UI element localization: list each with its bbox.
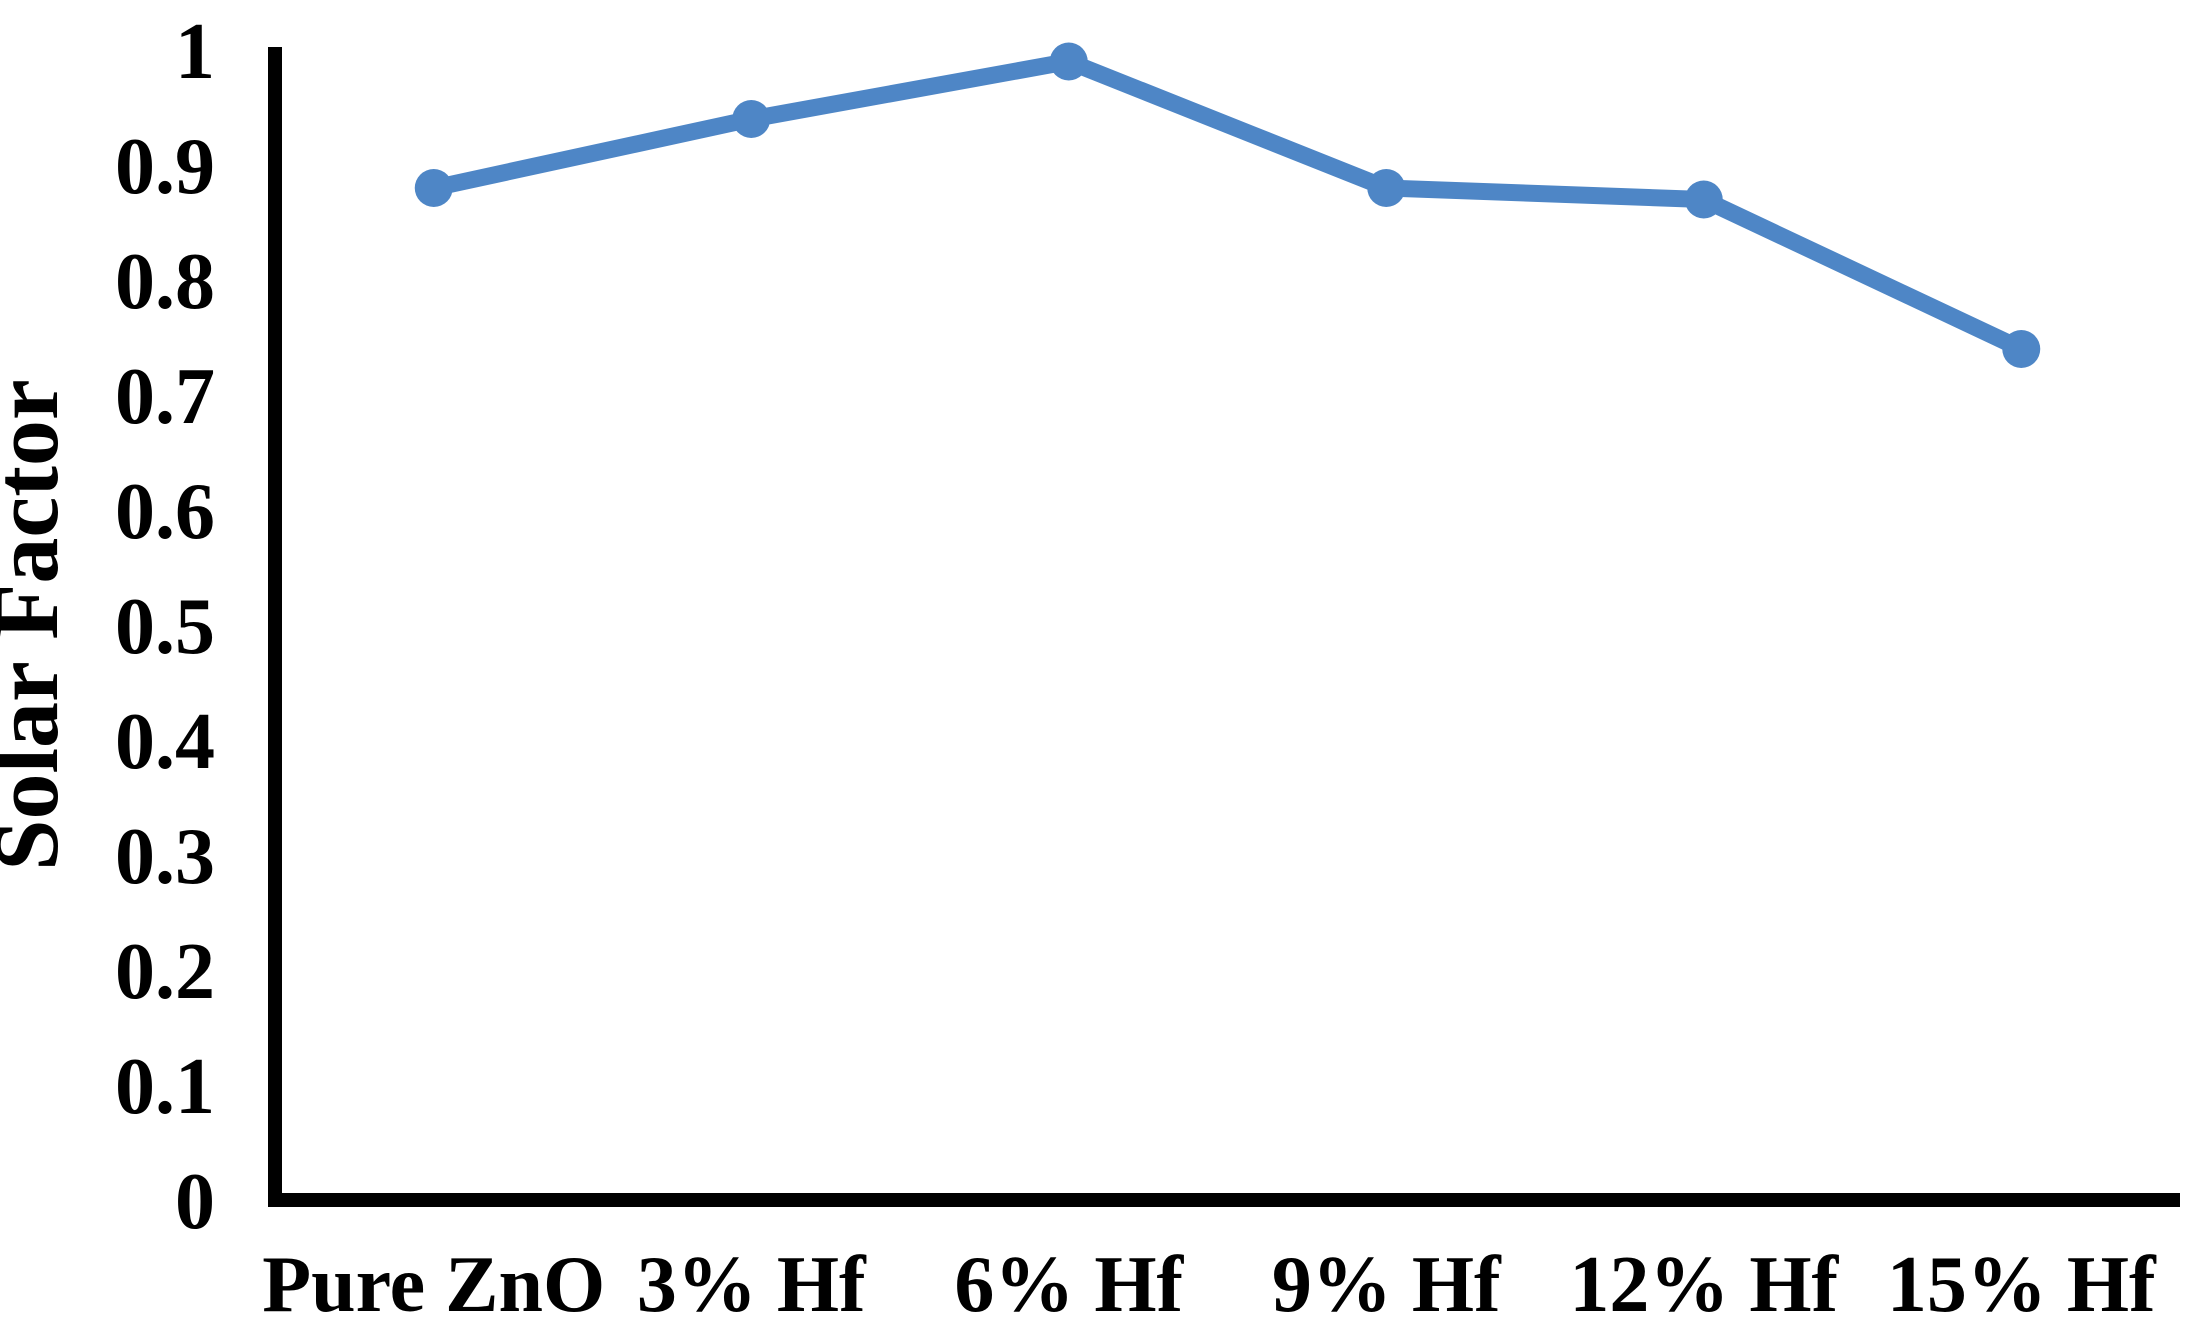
data-point [414, 169, 453, 207]
y-tick-label: 0.2 [115, 928, 215, 1016]
x-category-label: 15% Hf [1887, 1241, 2157, 1329]
x-category-label: 12% Hf [1569, 1241, 1839, 1329]
data-point [1049, 42, 1088, 81]
y-tick-label: 0.9 [115, 123, 215, 211]
y-axis-title: Solar Factor [0, 379, 77, 870]
y-tick-label: 0.1 [115, 1043, 215, 1131]
x-category-label: Pure ZnO [262, 1241, 605, 1329]
y-tick-label: 0.3 [115, 813, 215, 901]
y-tick-label: 0.8 [115, 238, 215, 326]
x-category-label: 3% Hf [637, 1241, 867, 1329]
data-point [1367, 169, 1406, 207]
data-point [732, 100, 771, 138]
y-tick-label: 0.6 [115, 468, 215, 556]
data-point [1684, 180, 1723, 219]
y-tick-label: 0.7 [115, 353, 215, 441]
data-point [2002, 330, 2041, 368]
data-series-line [425, 53, 2030, 358]
y-tick-label: 0 [175, 1158, 215, 1246]
x-category-label: 9% Hf [1272, 1241, 1502, 1329]
y-tick-label: 0.5 [115, 583, 215, 671]
y-tick-label: 1 [175, 8, 215, 96]
y-tick-label: 0.4 [115, 698, 215, 786]
x-category-label: 6% Hf [954, 1241, 1184, 1329]
